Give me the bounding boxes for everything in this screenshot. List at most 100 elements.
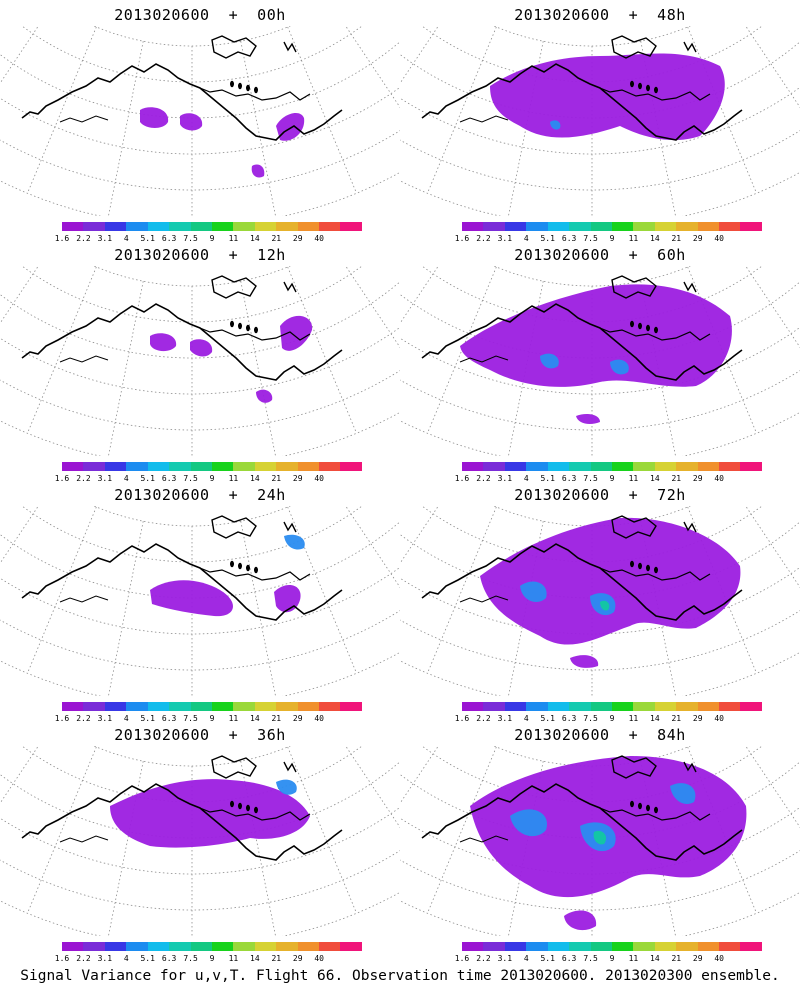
latitude-circle — [493, 506, 691, 527]
colorbar-swatch — [654, 942, 677, 951]
forecast-panel-84h: 2013020600 + 84h 1.6 2.2 3.1 4 5.1 6.3 7.5 9 11 14… — [400, 720, 800, 963]
colorbar-swatch — [740, 942, 762, 951]
coastline-secondary — [599, 87, 711, 101]
colorbar-tick-label: 40 — [714, 474, 724, 483]
island — [254, 326, 258, 334]
meridian-line — [27, 746, 97, 914]
colorbar-tick-label: 9 — [609, 234, 615, 243]
arctic-archipelago-east — [283, 761, 297, 773]
meridian-line — [769, 266, 800, 340]
island — [238, 322, 242, 330]
colorbar-swatch — [697, 222, 720, 231]
colorbar-tick-label: 5.1 — [140, 474, 155, 483]
colorbar-tick-label: 9 — [209, 714, 215, 723]
colorbar-swatch — [126, 222, 148, 231]
meridian-line — [108, 521, 144, 696]
colorbar-swatch — [740, 222, 762, 231]
meridian-line — [0, 746, 39, 805]
variance-contour-high — [600, 600, 610, 611]
latitude-circle — [400, 86, 800, 155]
colorbar-swatch — [340, 942, 362, 951]
coastline-island-chain — [59, 115, 109, 123]
colorbar-swatch — [697, 462, 720, 471]
colorbar-swatch — [62, 462, 84, 471]
colorbar-swatch — [211, 942, 234, 951]
meridian-line — [769, 746, 800, 820]
island — [630, 320, 634, 328]
arctic-archipelago-east — [283, 41, 297, 53]
latitude-circle — [0, 281, 400, 359]
colorbar — [62, 702, 362, 711]
colorbar-tick-label: 6.3 — [561, 234, 577, 243]
colorbar-tick-label: 21 — [671, 474, 682, 483]
panel-title: 2013020600 + 12h — [114, 246, 286, 264]
colorbar-tick-label: 29 — [692, 714, 703, 723]
meridian-line — [400, 746, 415, 820]
meridian-line — [400, 266, 415, 340]
colorbar-swatch — [211, 222, 234, 231]
colorbar-swatch — [740, 702, 762, 711]
variance-contour-low — [150, 580, 233, 617]
variance-contour-low — [251, 164, 265, 178]
colorbar-swatch — [462, 702, 484, 711]
colorbar-swatch — [83, 462, 105, 471]
panel-title: 2013020600 + 24h — [114, 486, 286, 504]
island — [654, 326, 658, 334]
forecast-panel-48h: 2013020600 + 48h 1.6 2.2 3.1 4 5.1 6.3 7.5 9 11 14… — [400, 0, 800, 243]
panel-title: 2013020600 + 60h — [514, 246, 686, 264]
coastline — [21, 35, 343, 141]
coastline-secondary — [199, 87, 311, 101]
latitude-circle — [21, 506, 363, 563]
colorbar-swatch — [697, 942, 720, 951]
colorbar-tick-label: 3.1 — [497, 954, 513, 963]
variance-field — [460, 284, 732, 424]
colorbar-tick-label: 7.5 — [183, 474, 198, 483]
island — [230, 800, 234, 808]
forecast-panel-36h: 2013020600 + 36h 1.6 2.2 3.1 4 5.1 6.3 7.5 9 11 14… — [0, 720, 400, 963]
coastline-main — [421, 303, 743, 381]
colorbar-swatch — [147, 462, 170, 471]
coastline — [421, 275, 743, 381]
colorbar-swatch — [719, 942, 741, 951]
colorbar-tick-label: 4 — [523, 234, 529, 243]
colorbar — [462, 942, 762, 951]
colorbar-swatch — [526, 222, 548, 231]
colorbar-swatch — [462, 222, 484, 231]
latitude-circle — [0, 411, 400, 456]
colorbar-tick-label: 11 — [628, 714, 639, 723]
coastline-island-chain — [459, 355, 509, 363]
coastline-secondary — [599, 807, 711, 821]
colorbar-swatch — [147, 702, 170, 711]
colorbar-swatch — [462, 942, 484, 951]
colorbar-swatch — [297, 462, 320, 471]
colorbar-swatch — [190, 942, 212, 951]
figure-caption: Signal Variance for u,v,T. Flight 66. Ob… — [20, 968, 780, 984]
variance-map — [0, 746, 400, 936]
meridian-line — [287, 746, 357, 914]
colorbar-tick-label: 11 — [228, 954, 239, 963]
colorbar-tick-label: 1.6 — [454, 714, 470, 723]
colorbar-tick-label: 7.5 — [183, 954, 198, 963]
latitude-circle — [21, 26, 363, 83]
colorbar-swatch — [104, 702, 127, 711]
forecast-panel-72h: 2013020600 + 72h 1.6 2.2 3.1 4 5.1 6.3 7.5 9 11 14… — [400, 480, 800, 723]
arctic-archipelago-east — [283, 281, 297, 293]
colorbar-swatch — [611, 702, 634, 711]
colorbar-swatch — [633, 702, 655, 711]
variance-contour-high — [593, 830, 607, 845]
colorbar-tick-label: 7.5 — [583, 474, 598, 483]
colorbar-tick-label: 5.1 — [140, 954, 155, 963]
island — [646, 84, 650, 92]
meridian-line — [400, 26, 439, 85]
colorbar-swatch — [169, 942, 191, 951]
colorbar-swatch — [126, 462, 148, 471]
colorbar-tick-label: 29 — [292, 954, 303, 963]
coastline-secondary — [599, 327, 711, 341]
island — [254, 566, 258, 574]
colorbar-tick-label: 1.6 — [54, 234, 70, 243]
colorbar-tick-label: 7.5 — [583, 714, 598, 723]
colorbar-swatch — [719, 222, 741, 231]
colorbar-swatch — [254, 462, 277, 471]
latitude-circle — [493, 266, 691, 287]
latitude-circle — [493, 26, 691, 47]
